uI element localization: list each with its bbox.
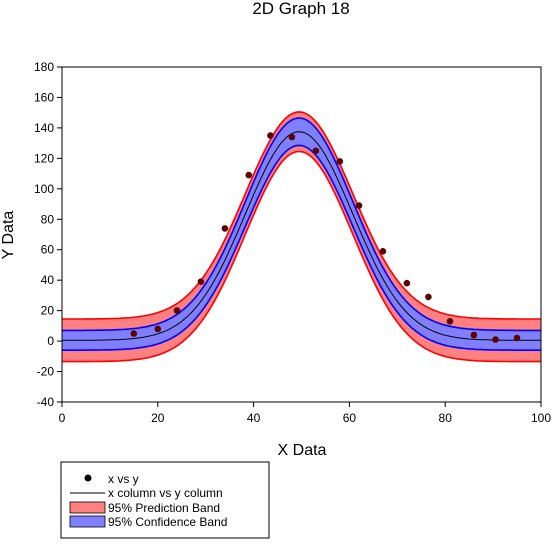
fit-line-layer [62, 131, 541, 341]
y-tick-label: 40 [41, 273, 55, 287]
chart-title: 2D Graph 18 [252, 0, 349, 18]
y-tick-label: 140 [34, 121, 54, 135]
data-point [446, 318, 454, 325]
data-point [355, 202, 363, 209]
fit-line [62, 131, 541, 341]
data-point [154, 325, 162, 333]
data-point [470, 331, 478, 339]
y-tick-label: 0 [47, 334, 54, 348]
points-layer [130, 132, 521, 343]
data-point [379, 248, 387, 255]
prediction-band [62, 111, 541, 362]
data-point [267, 132, 274, 139]
x-tick-label: 80 [439, 411, 453, 425]
legend-label-confidence-band: 95% Confidence Band [108, 515, 227, 529]
y-tick-label: -40 [37, 395, 55, 409]
data-point [197, 278, 205, 286]
x-axis-label: X Data [278, 442, 327, 459]
y-tick-label: -20 [37, 365, 55, 379]
legend-label-prediction-band: 95% Prediction Band [108, 501, 220, 515]
data-point [221, 225, 229, 232]
plot-frame [61, 66, 542, 403]
data-point [130, 330, 138, 337]
y-tick-label: 100 [34, 182, 54, 196]
prediction-band-lower-edge [62, 150, 541, 363]
y-axis-label: Y Data [0, 211, 17, 260]
bands-layer [62, 111, 541, 363]
data-point [425, 293, 432, 301]
y-tick-label: 180 [34, 60, 54, 74]
legend-swatch-confidence-band [69, 515, 106, 528]
data-point [173, 307, 181, 314]
data-point [336, 158, 344, 165]
legend-label-points: x vs y [108, 472, 139, 486]
confidence-band [62, 118, 541, 351]
data-point [403, 279, 411, 287]
data-point [492, 336, 499, 343]
y-tick-label: 80 [41, 212, 55, 226]
data-point [288, 133, 296, 141]
y-tick-label: 120 [34, 151, 54, 165]
data-point [513, 334, 521, 342]
x-axis: 0 20 40 60 80 100 [59, 402, 551, 425]
legend-swatch-prediction-band [69, 501, 106, 514]
y-tick-label: 20 [41, 304, 55, 318]
confidence-band-lower-edge [62, 144, 541, 351]
x-tick-label: 60 [343, 411, 357, 425]
y-tick-label: 160 [34, 90, 54, 104]
data-point [245, 171, 253, 179]
data-point [312, 147, 320, 155]
y-tick-label: 60 [41, 243, 55, 257]
prediction-band-upper-edge [62, 111, 541, 320]
x-tick-label: 100 [531, 411, 551, 425]
legend: x vs y x column vs y column 95% Predicti… [60, 461, 270, 539]
legend-label-fit-line: x column vs y column [108, 486, 223, 500]
confidence-band-upper-edge [62, 117, 541, 332]
x-tick-label: 20 [151, 411, 165, 425]
x-tick-label: 40 [247, 411, 261, 425]
legend-marker-points [84, 474, 92, 482]
y-axis: -40 -20 0 20 40 60 80 100 120 140 160 180 [34, 60, 62, 409]
x-tick-label: 0 [59, 411, 66, 425]
